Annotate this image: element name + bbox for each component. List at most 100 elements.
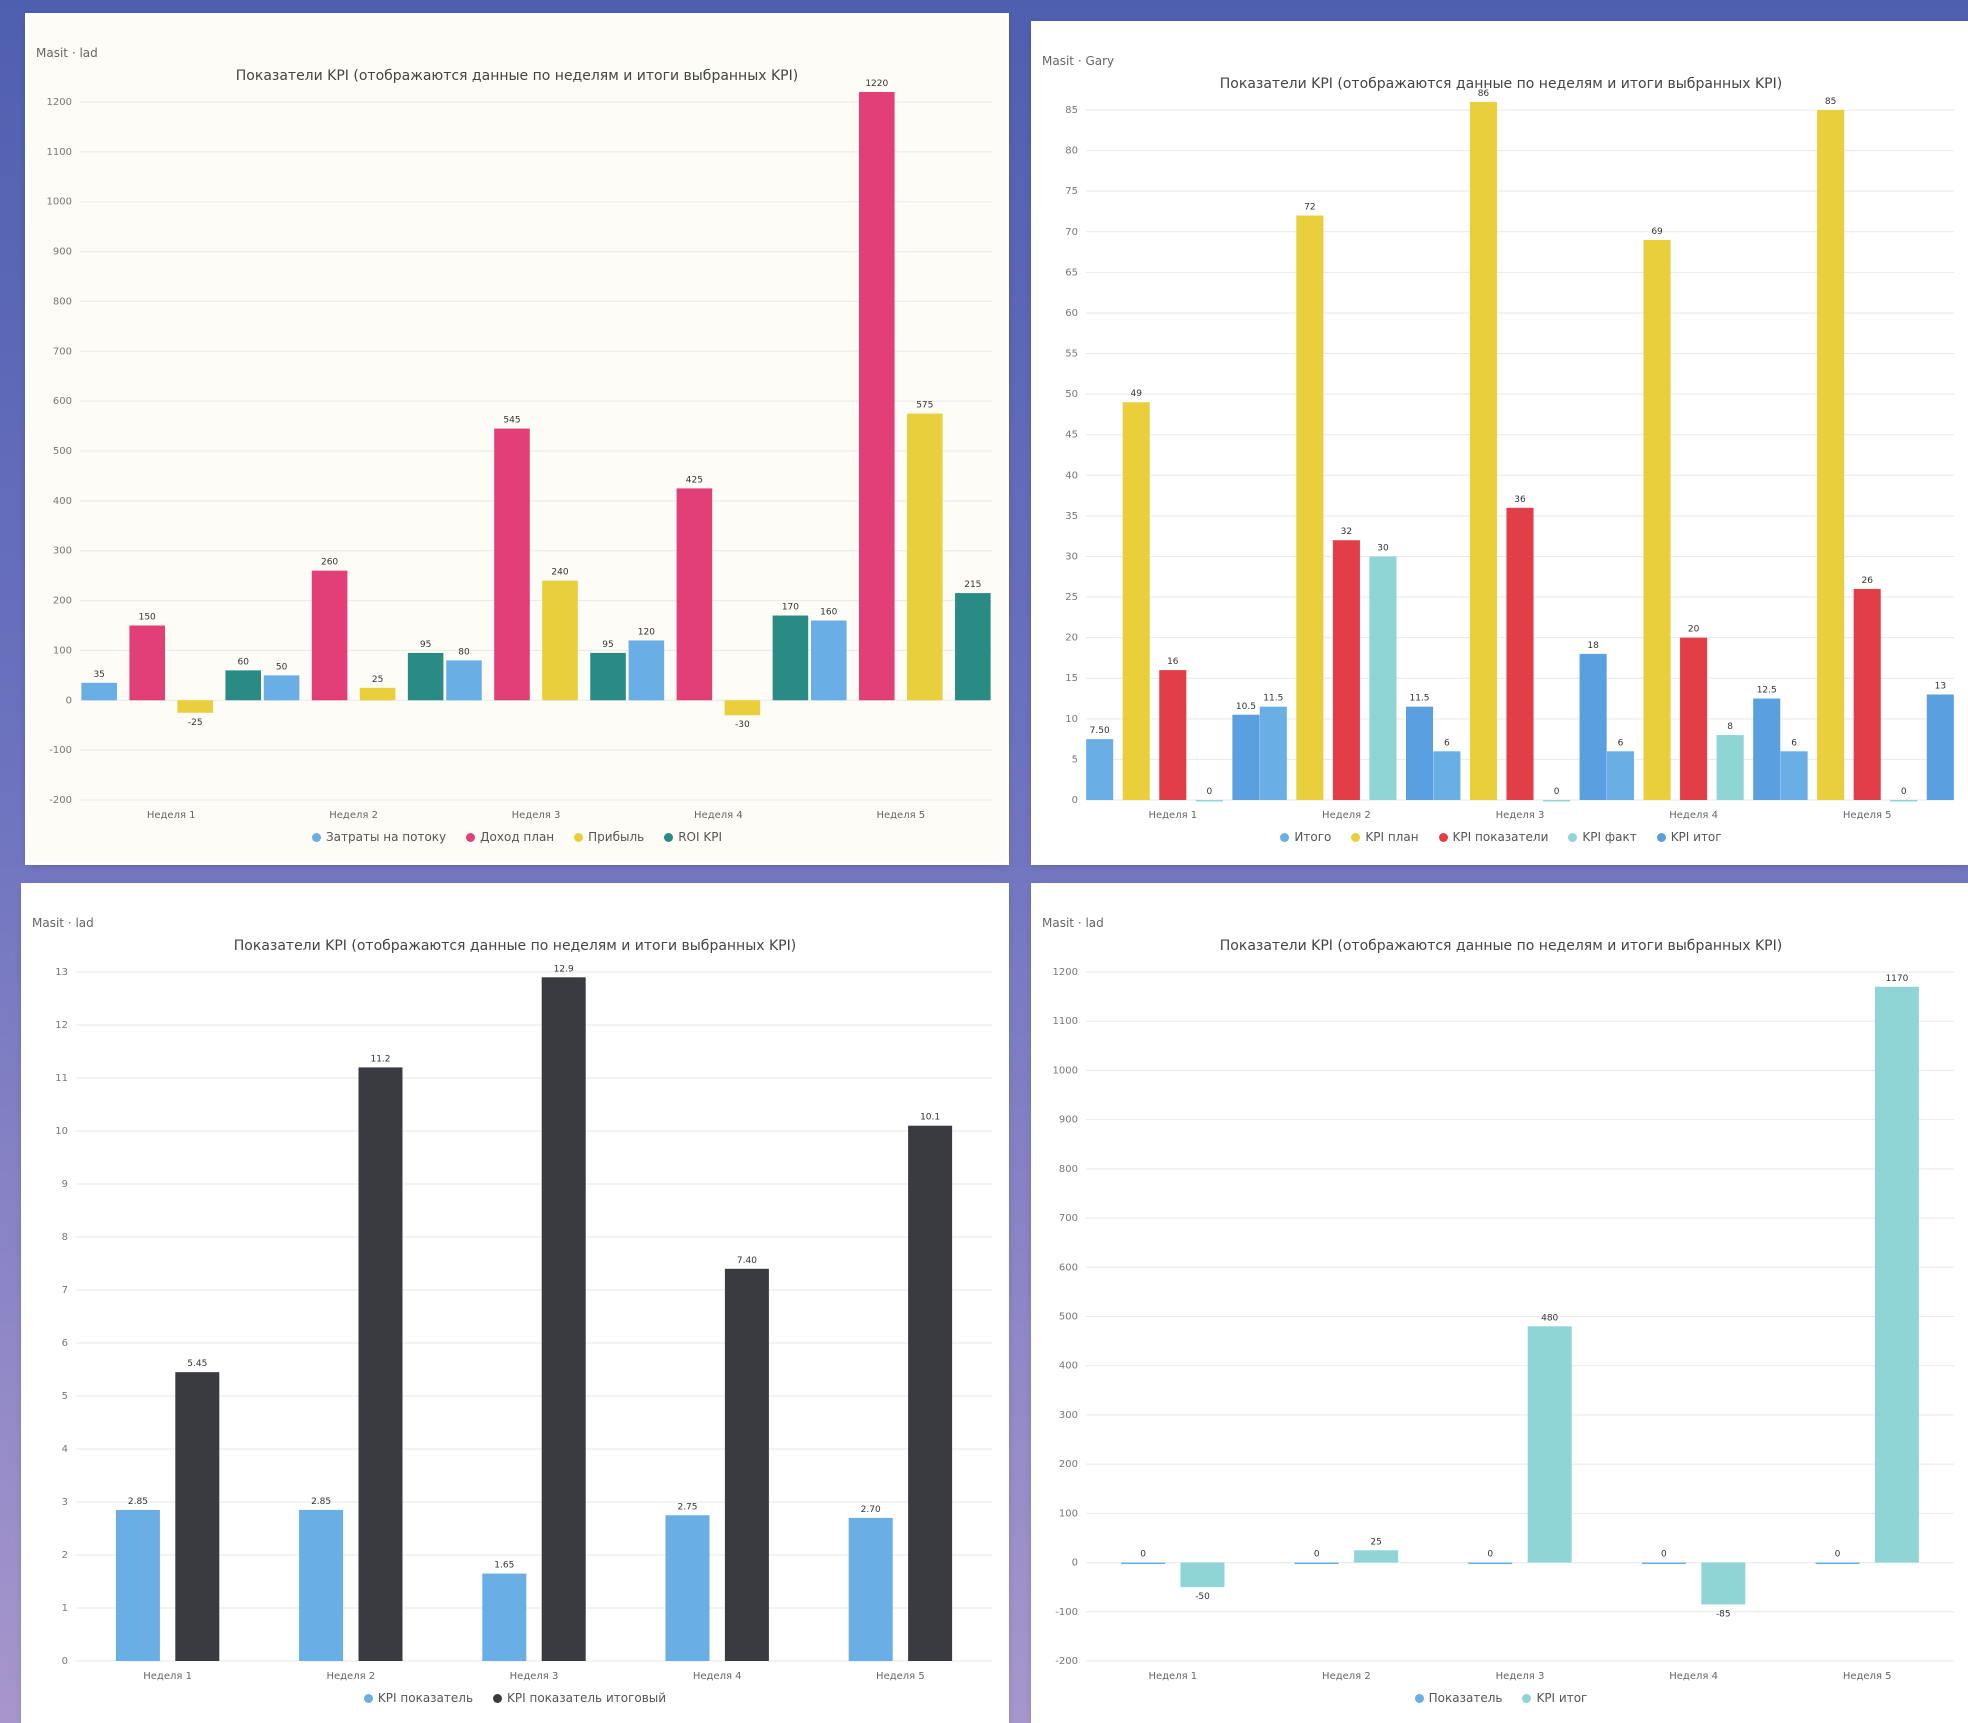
legend-item[interactable]: KPI план bbox=[1351, 830, 1419, 844]
bar-2-1 bbox=[1180, 1562, 1225, 1588]
data-label: 6 bbox=[1618, 738, 1624, 748]
data-label: 7.40 bbox=[737, 1256, 757, 1266]
legend-item[interactable]: KPI факт bbox=[1568, 830, 1637, 844]
data-label: 2.70 bbox=[861, 1505, 881, 1515]
x-category-label: Неделя 1 bbox=[143, 1671, 192, 1682]
x-category-label: Неделя 4 bbox=[694, 810, 743, 821]
y-tick-label: 1200 bbox=[1053, 967, 1078, 978]
y-tick-label: 700 bbox=[53, 346, 72, 357]
data-label: 0 bbox=[1554, 787, 1560, 797]
bar-2-4 bbox=[1701, 1562, 1746, 1605]
y-tick-label: 0 bbox=[1072, 1558, 1078, 1569]
data-label: 95 bbox=[420, 640, 431, 650]
y-tick-label: 600 bbox=[53, 396, 72, 407]
bar-4-5 bbox=[955, 593, 991, 701]
y-tick-label: 1100 bbox=[47, 147, 72, 158]
data-label: 32 bbox=[1341, 527, 1352, 537]
legend-item[interactable]: Показатель bbox=[1414, 1691, 1502, 1705]
bar-2-4 bbox=[1643, 239, 1671, 801]
y-tick-label: 500 bbox=[53, 446, 72, 457]
data-label: 5.45 bbox=[187, 1359, 207, 1369]
y-tick-label: -100 bbox=[1055, 1607, 1078, 1618]
bar-4-1 bbox=[225, 670, 262, 701]
legend-label: Затраты на потоку bbox=[325, 830, 447, 844]
legend-item[interactable]: KPI показатели bbox=[1438, 830, 1548, 844]
y-tick-label: 10 bbox=[55, 1126, 68, 1137]
data-label: 150 bbox=[139, 613, 156, 623]
data-label: 260 bbox=[321, 558, 338, 568]
data-label: 1170 bbox=[1885, 974, 1908, 984]
data-label: 0 bbox=[1661, 1550, 1667, 1560]
x-category-label: Неделя 1 bbox=[1148, 810, 1197, 821]
data-label: -30 bbox=[735, 720, 750, 730]
bar-1-5 bbox=[848, 1517, 893, 1661]
panel-corner-label: Masit · Gary bbox=[1042, 54, 1115, 68]
legend-item[interactable]: KPI итог bbox=[1656, 830, 1722, 844]
panel-corner-label: Masit · lad bbox=[36, 46, 98, 60]
legend-item[interactable]: Прибыль bbox=[574, 830, 644, 844]
bar-1-5 bbox=[810, 620, 847, 701]
y-tick-label: 500 bbox=[1059, 1312, 1078, 1323]
bar-2-3 bbox=[494, 428, 530, 701]
data-label: 0 bbox=[1140, 1550, 1146, 1560]
legend-item[interactable]: Затраты на потоку bbox=[311, 830, 447, 844]
bar-chart-1: -200 -100 0 100 200 300 400 500 600 700 800 900 1000… bbox=[47, 79, 992, 821]
x-category-label: Неделя 1 bbox=[1148, 1671, 1197, 1682]
legend-item[interactable]: KPI показатель итоговый bbox=[493, 1691, 666, 1705]
data-label: 49 bbox=[1131, 389, 1143, 399]
y-tick-label: 20 bbox=[1065, 633, 1078, 644]
bar-3-2 bbox=[359, 687, 396, 701]
y-tick-label: 700 bbox=[1059, 1213, 1078, 1224]
x-category-label: Неделя 3 bbox=[1496, 810, 1545, 821]
bar-2-3 bbox=[541, 977, 586, 1661]
panel-corner-label: Masit · lad bbox=[1042, 916, 1104, 930]
bar-3-5 bbox=[1853, 588, 1881, 800]
bar-2-5 bbox=[1874, 986, 1919, 1563]
legend-item[interactable]: Итого bbox=[1280, 830, 1331, 844]
data-label: 6 bbox=[1791, 738, 1797, 748]
bar-1-4 bbox=[665, 1515, 710, 1661]
bar-1-5 bbox=[1815, 1562, 1860, 1565]
data-label: 35 bbox=[93, 670, 104, 680]
bar-4-5 bbox=[1890, 800, 1918, 802]
data-label: 0 bbox=[1901, 787, 1907, 797]
data-label: 80 bbox=[458, 647, 470, 657]
data-label: 69 bbox=[1651, 227, 1663, 237]
y-tick-label: 25 bbox=[1065, 592, 1078, 603]
y-tick-label: 0 bbox=[66, 695, 72, 706]
y-tick-label: 35 bbox=[1065, 511, 1078, 522]
data-label: 7.50 bbox=[1090, 726, 1110, 736]
legend-item[interactable]: ROI KPI bbox=[664, 830, 722, 844]
y-tick-label: 300 bbox=[1059, 1410, 1078, 1421]
data-label: 575 bbox=[916, 401, 933, 411]
legend-swatch-icon bbox=[1414, 1694, 1424, 1703]
y-tick-label: 5 bbox=[1072, 754, 1078, 765]
bar-2-4 bbox=[724, 1268, 769, 1661]
y-tick-label: 75 bbox=[1065, 186, 1078, 197]
bar-1-4 bbox=[1641, 1562, 1686, 1565]
data-label: 0 bbox=[1835, 1550, 1841, 1560]
data-label: 13 bbox=[1935, 681, 1946, 691]
data-label: 120 bbox=[638, 627, 655, 637]
bar-3-3 bbox=[1506, 507, 1534, 800]
data-label: 18 bbox=[1587, 641, 1599, 651]
data-label: 72 bbox=[1304, 203, 1315, 213]
data-label: 545 bbox=[503, 416, 520, 426]
data-label: 20 bbox=[1688, 625, 1700, 635]
y-tick-label: 15 bbox=[1065, 673, 1078, 684]
data-label: 86 bbox=[1478, 89, 1490, 99]
legend-swatch-icon bbox=[574, 833, 584, 842]
y-tick-label: 4 bbox=[62, 1444, 68, 1455]
y-tick-label: 400 bbox=[1059, 1361, 1078, 1372]
data-label: 12.9 bbox=[554, 964, 574, 974]
legend-item[interactable]: Доход план bbox=[466, 830, 554, 844]
chart-panel-3: 0 1 2 3 4 5 6 7 8 9 10 11 12 13 2.85 5.45 Неделя 1 2.85 11… bbox=[24, 886, 1006, 1723]
y-tick-label: 50 bbox=[1065, 389, 1078, 400]
bar-2-5 bbox=[1817, 110, 1845, 800]
bar-5-1 bbox=[1232, 714, 1260, 800]
y-tick-label: 200 bbox=[1059, 1459, 1078, 1470]
legend-item[interactable]: KPI итог bbox=[1522, 1691, 1587, 1705]
bar-1-1 bbox=[1121, 1562, 1166, 1565]
legend-item[interactable]: KPI показатель bbox=[363, 1691, 473, 1705]
